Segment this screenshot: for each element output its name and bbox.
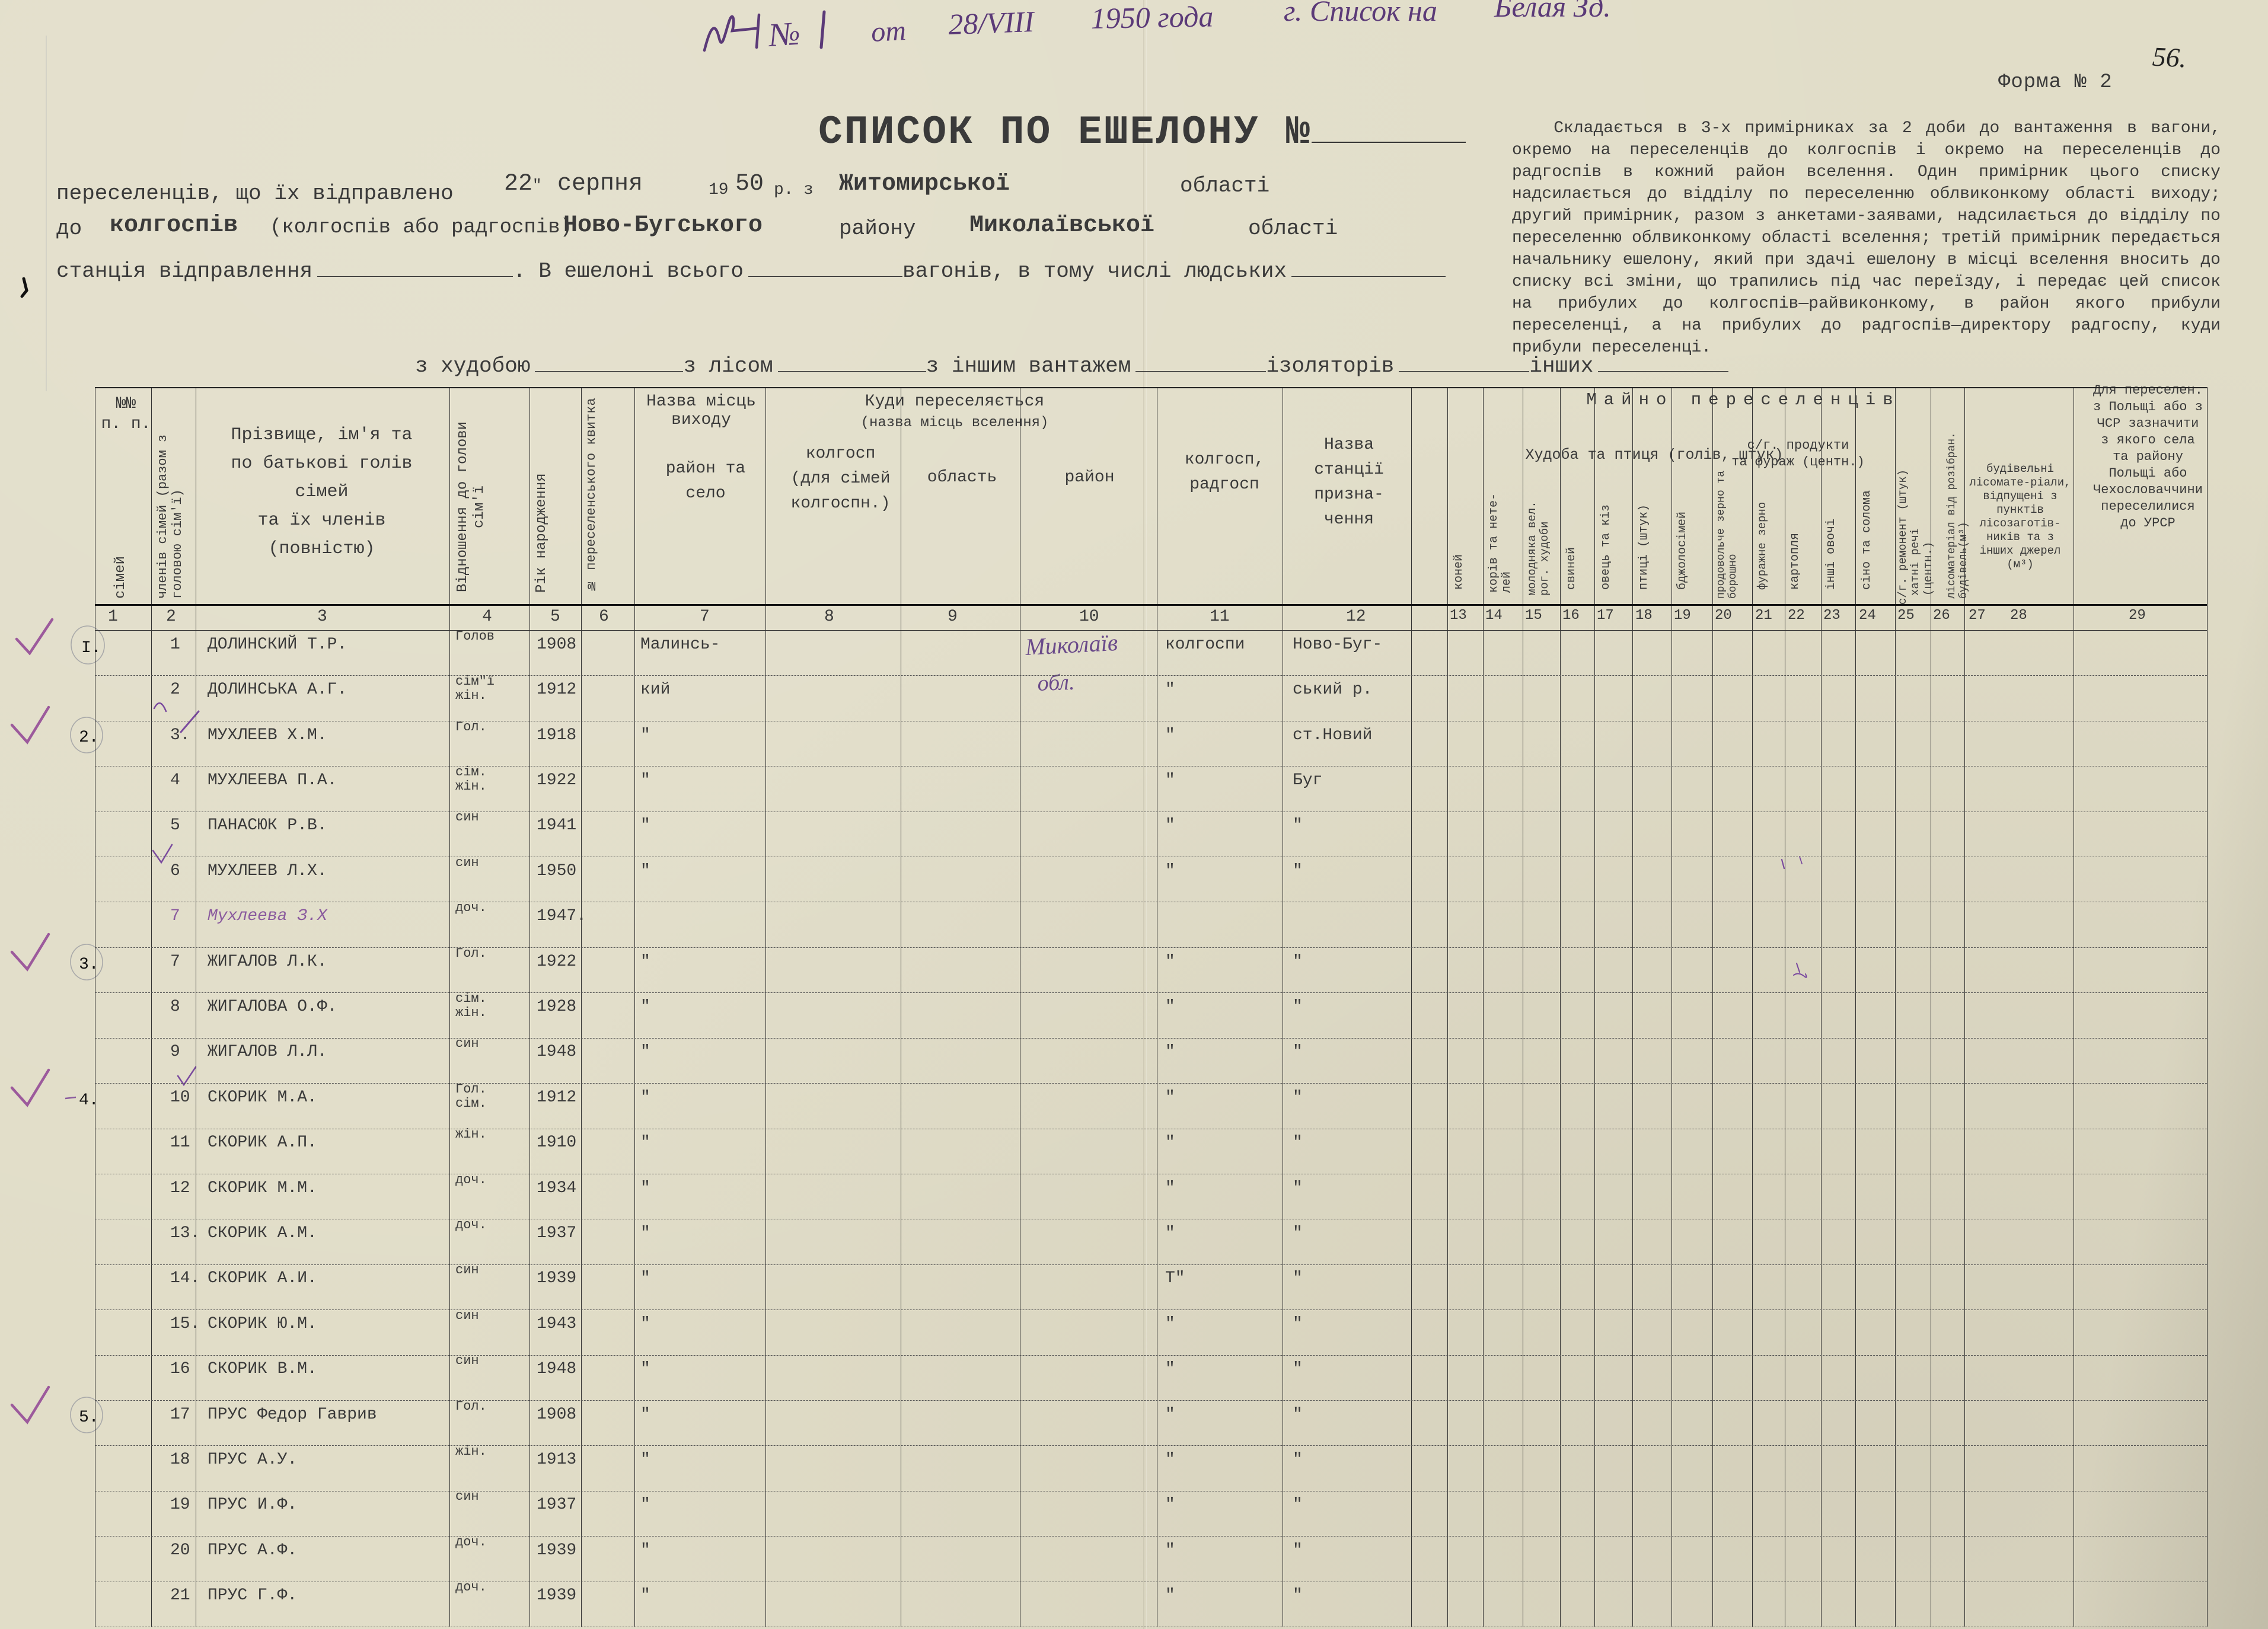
svg-text:от: от <box>870 15 907 48</box>
svg-text:1950 года: 1950 года <box>1090 0 1214 35</box>
svg-text:3.: 3. <box>79 956 99 974</box>
svg-text:I.: I. <box>81 639 101 657</box>
svg-text:28/VIII: 28/VIII <box>948 5 1036 41</box>
svg-text:обл.: обл. <box>1037 670 1075 696</box>
svg-text:№: № <box>767 15 802 54</box>
svg-text:2.: 2. <box>79 729 99 747</box>
svg-text:4.: 4. <box>79 1091 99 1110</box>
svg-text:г. Список на: г. Список на <box>1284 0 1437 27</box>
svg-text:5.: 5. <box>79 1408 99 1427</box>
svg-text:Миколаїв: Миколаїв <box>1024 629 1118 660</box>
svg-text:Белая Зд.: Белая Зд. <box>1494 0 1611 23</box>
